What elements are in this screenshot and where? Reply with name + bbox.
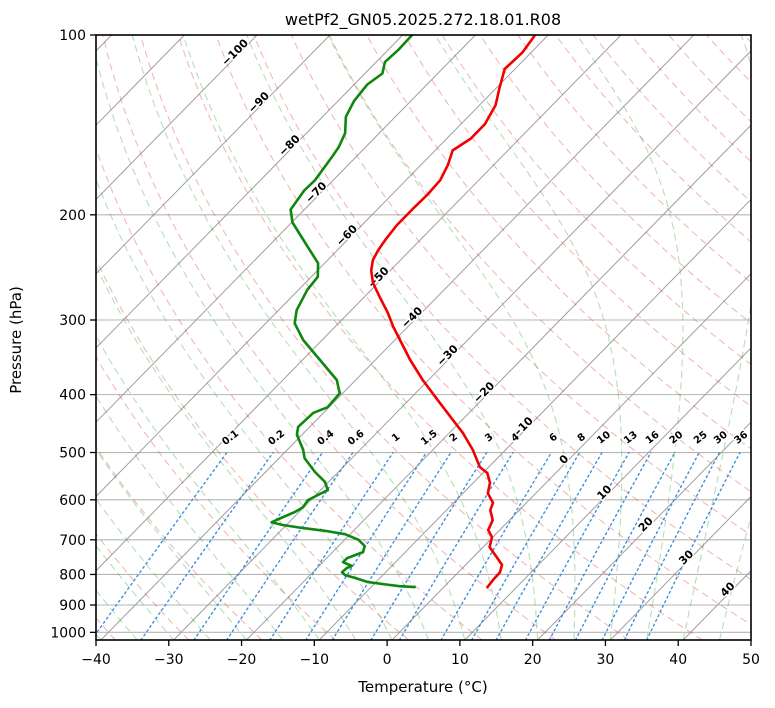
mixing-ratio-label: 20: [668, 429, 686, 446]
x-tick-label: 20: [524, 652, 542, 668]
x-tick-label: −10: [300, 652, 330, 668]
isotherm-label: −30: [434, 342, 461, 369]
isotherm-label: −20: [471, 379, 498, 406]
x-tick-label: −20: [227, 652, 257, 668]
y-tick-label: 800: [59, 567, 86, 583]
plot-title: wetPf2_GN05.2025.272.18.01.R08: [285, 10, 561, 30]
x-tick-label: 30: [597, 652, 615, 668]
mixing-ratio-label: 2: [448, 432, 460, 445]
y-tick-label: 700: [59, 533, 86, 549]
mixing-ratio-label: 0.1: [220, 428, 241, 448]
isotherm-label: 40: [718, 579, 738, 599]
mixing-ratio-label: 1: [390, 432, 402, 445]
y-tick-label: 300: [59, 313, 86, 329]
temperature-curve: [369, 35, 537, 589]
plot-border: [95, 34, 752, 641]
x-tick-label: 10: [451, 652, 469, 668]
mixing-ratio-lines: [96, 451, 741, 640]
isotherm-label: −40: [399, 304, 426, 331]
isotherm-label: −90: [246, 89, 273, 116]
mixing-ratio-label: 1.5: [419, 428, 440, 448]
plot-layers: −100−90−80−70−60−50−40−30−20−10010203040…: [96, 35, 751, 640]
x-tick-label: −40: [81, 652, 111, 668]
mixing-ratio-label: 3: [483, 432, 495, 445]
y-tick-label: 400: [59, 388, 86, 404]
isotherm-label: 20: [636, 514, 656, 534]
y-tick-label: 900: [59, 598, 86, 614]
y-tick-label: 500: [59, 446, 86, 462]
mixing-ratio-label: 25: [692, 429, 710, 446]
x-tick-label: 50: [742, 652, 760, 668]
x-axis-label: Temperature (°C): [357, 678, 487, 696]
isotherm-label: −100: [219, 36, 251, 68]
y-tick-label: 100: [59, 28, 86, 44]
y-tick-label: 600: [59, 493, 86, 509]
mixing-ratio-label: 0.6: [346, 428, 367, 448]
mixing-ratio-label: 6: [548, 432, 560, 445]
x-tick-label: 40: [669, 652, 687, 668]
pressure-gridlines: [96, 35, 751, 633]
profile-curves: [270, 35, 537, 589]
dewpoint-curve: [270, 35, 416, 589]
y-axis-label: Pressure (hPa): [7, 286, 25, 394]
mixing-ratio-label: 10: [595, 429, 613, 446]
isotherm-label: −50: [365, 264, 392, 291]
mixing-ratio-label: 36: [732, 429, 750, 446]
isotherm-label: −70: [303, 179, 330, 206]
isotherm-label: 30: [676, 547, 696, 567]
isotherm-label: −60: [334, 222, 361, 249]
moist-adiabats: [96, 35, 751, 640]
axis-ticks: −40 −30 −20 −10 0 10 20 30 40 5010020030040050060…: [50, 28, 760, 668]
x-tick-label: 0: [383, 652, 392, 668]
y-tick-label: 200: [59, 208, 86, 224]
mixing-ratio-label: 13: [622, 429, 640, 446]
x-tick-label: −30: [154, 652, 184, 668]
mixing-ratio-label: 0.2: [266, 428, 287, 448]
mixing-ratio-label: 16: [644, 429, 662, 446]
isotherm-label: −80: [276, 132, 303, 159]
y-tick-label: 1000: [50, 625, 86, 641]
